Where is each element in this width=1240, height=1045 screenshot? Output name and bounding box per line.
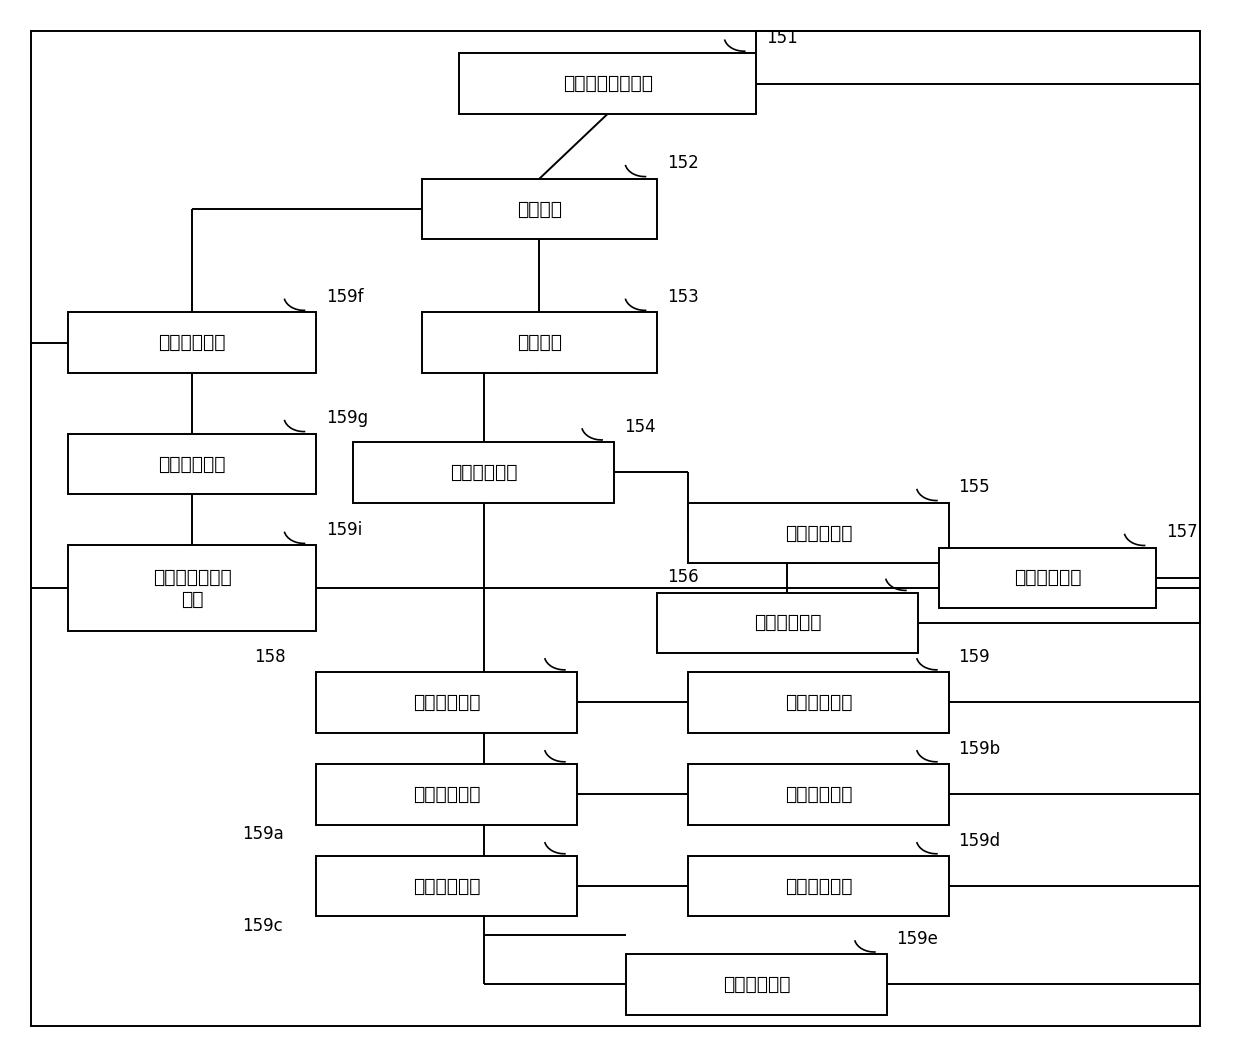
FancyBboxPatch shape xyxy=(626,954,887,1015)
FancyBboxPatch shape xyxy=(353,442,614,503)
Text: 第四判断单元: 第四判断单元 xyxy=(413,785,480,804)
Text: 第四设置单元: 第四设置单元 xyxy=(785,785,852,804)
FancyBboxPatch shape xyxy=(68,545,316,631)
Text: 第五判断单元: 第五判断单元 xyxy=(413,877,480,896)
FancyBboxPatch shape xyxy=(422,179,657,239)
Text: 第一判断单元: 第一判断单元 xyxy=(450,463,517,482)
Text: 第六设置单元: 第六设置单元 xyxy=(723,975,790,994)
Text: 第一设置单元: 第一设置单元 xyxy=(754,613,821,632)
Text: 159c: 159c xyxy=(242,918,283,935)
FancyBboxPatch shape xyxy=(316,856,577,916)
Text: 接收及初始化单元: 接收及初始化单元 xyxy=(563,74,652,93)
Text: 第七设置单元: 第七设置单元 xyxy=(159,455,226,473)
Text: 155: 155 xyxy=(959,479,991,496)
Text: 151: 151 xyxy=(766,29,799,47)
Text: 第六判断单元: 第六判断单元 xyxy=(159,333,226,352)
Text: 159b: 159b xyxy=(959,740,1001,758)
FancyBboxPatch shape xyxy=(316,764,577,825)
Text: 154: 154 xyxy=(624,418,656,436)
Text: 读取单元: 读取单元 xyxy=(517,333,562,352)
Text: 监控单元: 监控单元 xyxy=(517,200,562,218)
Text: 159i: 159i xyxy=(326,521,362,539)
Text: 152: 152 xyxy=(667,155,699,172)
FancyBboxPatch shape xyxy=(68,312,316,373)
Text: 第二判断单元: 第二判断单元 xyxy=(785,524,852,542)
Text: 第二设置单元: 第二设置单元 xyxy=(1014,568,1081,587)
FancyBboxPatch shape xyxy=(688,672,949,733)
FancyBboxPatch shape xyxy=(459,53,756,114)
Text: 159g: 159g xyxy=(326,410,368,427)
Text: 159e: 159e xyxy=(897,930,939,948)
Text: 命令格式串返回
单元: 命令格式串返回 单元 xyxy=(153,567,232,609)
FancyBboxPatch shape xyxy=(422,312,657,373)
Text: 153: 153 xyxy=(667,288,699,306)
Text: 158: 158 xyxy=(254,648,286,666)
FancyBboxPatch shape xyxy=(688,856,949,916)
Text: 159: 159 xyxy=(959,648,991,666)
Text: 第三判断单元: 第三判断单元 xyxy=(413,693,480,712)
Text: 159d: 159d xyxy=(959,832,1001,850)
Text: 第三设置单元: 第三设置单元 xyxy=(785,693,852,712)
Text: 156: 156 xyxy=(667,568,699,586)
FancyBboxPatch shape xyxy=(688,764,949,825)
FancyBboxPatch shape xyxy=(688,503,949,563)
Text: 第五设置单元: 第五设置单元 xyxy=(785,877,852,896)
FancyBboxPatch shape xyxy=(657,593,918,653)
FancyBboxPatch shape xyxy=(316,672,577,733)
FancyBboxPatch shape xyxy=(940,548,1156,608)
Text: 157: 157 xyxy=(1166,524,1198,541)
Text: 159a: 159a xyxy=(242,826,284,843)
FancyBboxPatch shape xyxy=(68,434,316,494)
Text: 159f: 159f xyxy=(326,288,363,306)
